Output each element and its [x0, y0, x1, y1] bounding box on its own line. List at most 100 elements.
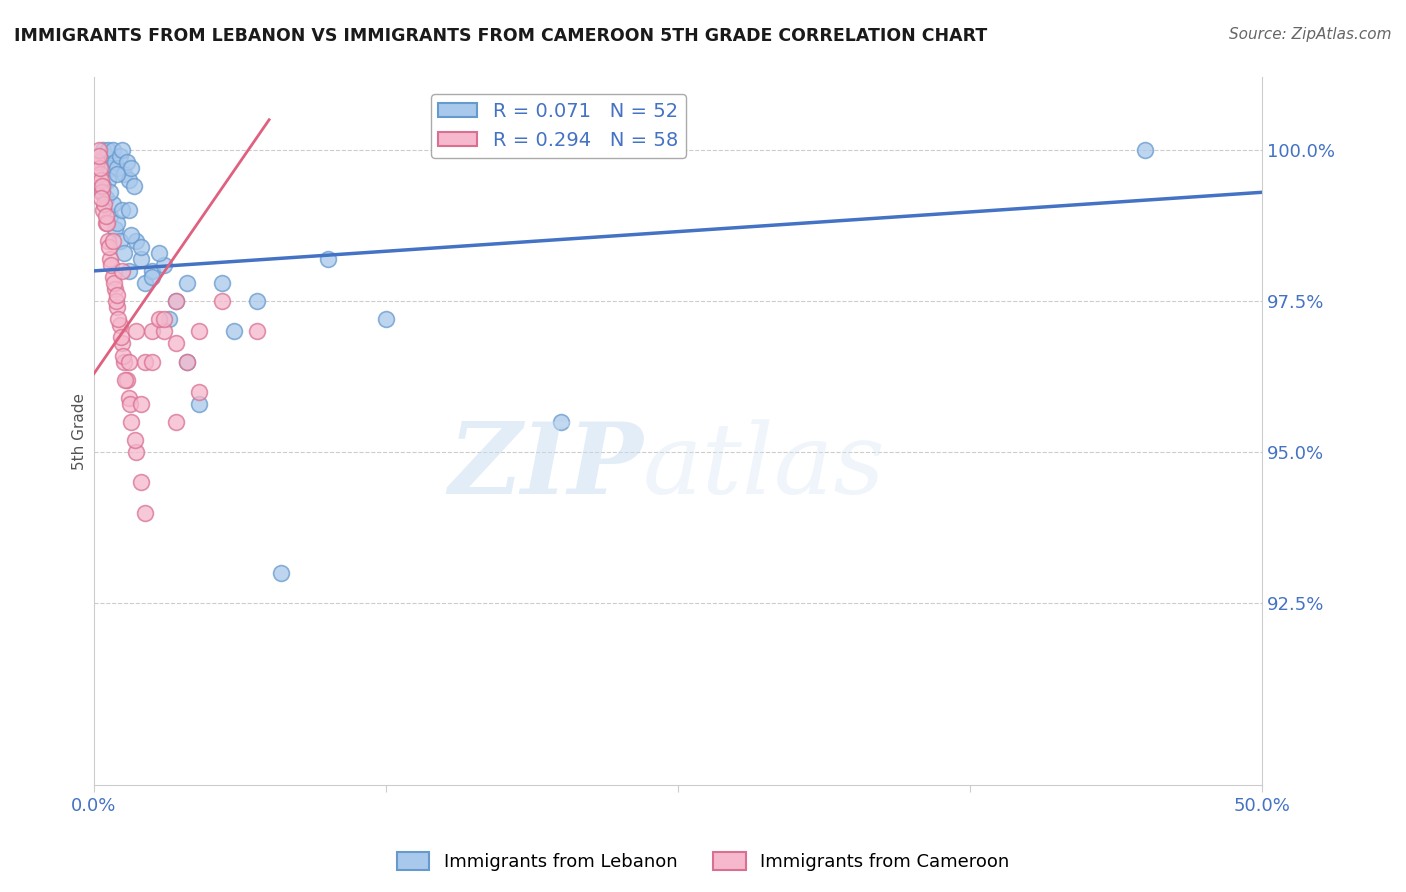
Point	[104, 155, 127, 169]
Point	[90, 186, 112, 200]
Point	[246, 294, 269, 309]
Point	[188, 384, 211, 399]
Point	[89, 167, 111, 181]
Point	[141, 354, 163, 368]
Point	[93, 197, 115, 211]
Point	[115, 155, 138, 169]
Point	[125, 445, 148, 459]
Point	[120, 415, 142, 429]
Point	[153, 258, 176, 272]
Point	[91, 179, 114, 194]
Point	[129, 475, 152, 490]
Point	[101, 269, 124, 284]
Point	[90, 191, 112, 205]
Point	[125, 324, 148, 338]
Point	[94, 191, 117, 205]
Point	[112, 349, 135, 363]
Point	[118, 391, 141, 405]
Point	[148, 245, 170, 260]
Point	[157, 312, 180, 326]
Point	[108, 318, 131, 333]
Point	[94, 210, 117, 224]
Point	[100, 258, 122, 272]
Point	[91, 186, 114, 200]
Point	[111, 203, 134, 218]
Point	[110, 330, 132, 344]
Point	[211, 276, 233, 290]
Point	[129, 252, 152, 266]
Point	[91, 143, 114, 157]
Point	[165, 336, 187, 351]
Point	[90, 155, 112, 169]
Point	[222, 324, 245, 338]
Point	[98, 240, 121, 254]
Point	[129, 397, 152, 411]
Point	[104, 282, 127, 296]
Point	[165, 294, 187, 309]
Point	[153, 324, 176, 338]
Point	[91, 179, 114, 194]
Point	[134, 276, 156, 290]
Point	[108, 149, 131, 163]
Point	[86, 155, 108, 169]
Point	[134, 354, 156, 368]
Point	[91, 203, 114, 218]
Point	[124, 433, 146, 447]
Point	[550, 415, 572, 429]
Point	[176, 354, 198, 368]
Legend: R = 0.071   N = 52, R = 0.294   N = 58: R = 0.071 N = 52, R = 0.294 N = 58	[430, 95, 686, 158]
Point	[111, 336, 134, 351]
Text: Source: ZipAtlas.com: Source: ZipAtlas.com	[1229, 27, 1392, 42]
Point	[101, 234, 124, 248]
Point	[176, 276, 198, 290]
Point	[270, 566, 292, 581]
Point	[141, 269, 163, 284]
Point	[105, 167, 128, 181]
Point	[89, 161, 111, 175]
Point	[125, 234, 148, 248]
Point	[176, 354, 198, 368]
Point	[141, 264, 163, 278]
Point	[112, 167, 135, 181]
Point	[105, 288, 128, 302]
Point	[87, 143, 110, 157]
Point	[111, 264, 134, 278]
Point	[118, 354, 141, 368]
Point	[111, 143, 134, 157]
Point	[97, 143, 120, 157]
Point	[114, 373, 136, 387]
Y-axis label: 5th Grade: 5th Grade	[72, 392, 87, 469]
Point	[98, 161, 121, 175]
Text: ZIP: ZIP	[449, 418, 643, 515]
Point	[105, 294, 128, 309]
Point	[96, 215, 118, 229]
Point	[107, 312, 129, 326]
Point	[120, 227, 142, 242]
Point	[105, 215, 128, 229]
Point	[246, 324, 269, 338]
Legend: Immigrants from Lebanon, Immigrants from Cameroon: Immigrants from Lebanon, Immigrants from…	[389, 845, 1017, 879]
Point	[374, 312, 396, 326]
Point	[118, 203, 141, 218]
Point	[120, 397, 142, 411]
Point	[108, 234, 131, 248]
Point	[94, 149, 117, 163]
Point	[122, 179, 145, 194]
Text: IMMIGRANTS FROM LEBANON VS IMMIGRANTS FROM CAMEROON 5TH GRADE CORRELATION CHART: IMMIGRANTS FROM LEBANON VS IMMIGRANTS FR…	[14, 27, 987, 45]
Point	[118, 264, 141, 278]
Point	[211, 294, 233, 309]
Point	[112, 354, 135, 368]
Point	[188, 324, 211, 338]
Point	[1133, 143, 1156, 157]
Point	[141, 324, 163, 338]
Point	[316, 252, 339, 266]
Point	[165, 294, 187, 309]
Point	[105, 161, 128, 175]
Point	[134, 506, 156, 520]
Point	[103, 276, 125, 290]
Point	[98, 252, 121, 266]
Point	[112, 245, 135, 260]
Point	[87, 149, 110, 163]
Point	[98, 210, 121, 224]
Point	[105, 300, 128, 314]
